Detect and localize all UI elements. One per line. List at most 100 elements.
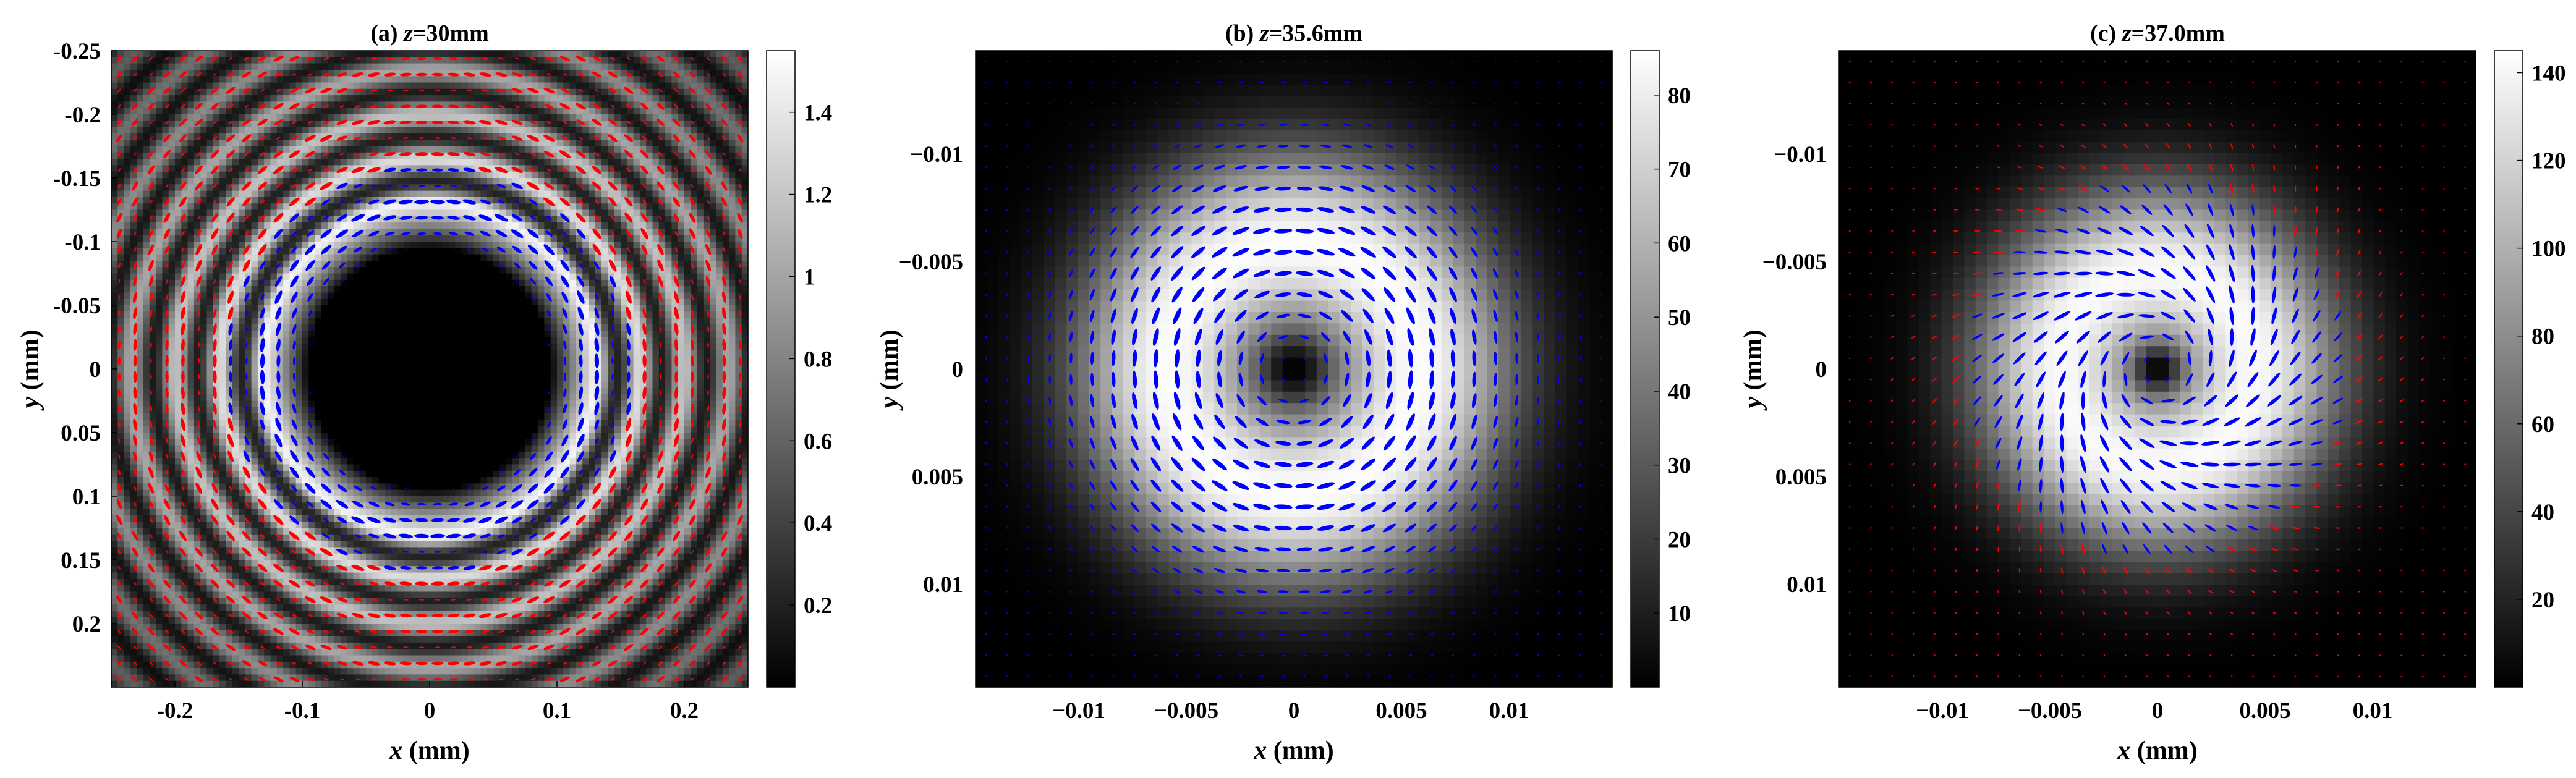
heatmap-cell xyxy=(353,343,360,350)
heatmap-cell xyxy=(162,209,169,217)
heatmap-cell xyxy=(149,235,156,242)
heatmap-cell xyxy=(181,222,189,229)
heatmap-cell xyxy=(378,279,386,287)
heatmap-cell xyxy=(302,649,309,656)
heatmap-cell xyxy=(391,413,399,420)
heatmap-cell xyxy=(175,76,182,83)
heatmap-cell xyxy=(200,426,208,433)
heatmap-cell xyxy=(162,381,169,389)
heatmap-cell xyxy=(175,356,182,363)
heatmap-cell xyxy=(366,209,373,217)
heatmap-cell xyxy=(124,254,131,261)
heatmap-cell xyxy=(289,661,297,669)
heatmap-cell xyxy=(340,254,347,261)
heatmap-cell xyxy=(137,95,144,102)
heatmap-cell xyxy=(397,464,405,471)
heatmap-cell xyxy=(137,451,144,459)
heatmap-cell xyxy=(391,235,399,242)
heatmap-cell xyxy=(187,273,195,281)
heatmap-cell xyxy=(321,63,328,70)
heatmap-cell xyxy=(206,674,214,682)
heatmap-cell xyxy=(193,591,201,599)
heatmap-cell xyxy=(206,566,214,573)
heatmap-cell xyxy=(137,528,144,535)
heatmap-cell xyxy=(264,318,271,325)
heatmap-cell xyxy=(397,553,405,560)
heatmap-cell xyxy=(168,604,176,611)
heatmap-cell xyxy=(347,108,354,115)
heatmap-cell xyxy=(175,305,182,312)
heatmap-cell xyxy=(219,560,226,567)
heatmap-cell xyxy=(156,69,163,77)
heatmap-cell xyxy=(232,324,239,331)
heatmap-cell xyxy=(206,553,214,560)
heatmap-cell xyxy=(353,413,360,420)
heatmap-cell xyxy=(187,433,195,439)
heatmap-cell xyxy=(124,649,131,656)
heatmap-cell xyxy=(162,680,169,688)
heatmap-cell xyxy=(366,477,373,484)
heatmap-cell xyxy=(270,286,278,293)
heatmap-cell xyxy=(359,394,367,402)
heatmap-cell xyxy=(353,260,360,268)
heatmap-cell xyxy=(130,560,137,567)
heatmap-cell xyxy=(410,229,417,236)
heatmap-cell xyxy=(289,496,297,503)
heatmap-cell xyxy=(340,674,347,682)
heatmap-cell xyxy=(257,433,265,439)
heatmap-cell xyxy=(257,509,265,516)
heatmap-cell xyxy=(391,337,399,344)
heatmap-cell xyxy=(245,51,252,57)
heatmap-cell xyxy=(175,286,182,293)
heatmap-cell xyxy=(308,451,316,459)
heatmap-cell xyxy=(397,445,405,452)
heatmap-cell xyxy=(308,114,316,121)
heatmap-cell xyxy=(162,522,169,529)
heatmap-cell xyxy=(366,661,373,669)
heatmap-cell xyxy=(264,642,271,649)
heatmap-cell xyxy=(347,636,354,643)
heatmap-cell xyxy=(302,426,309,433)
heatmap-cell xyxy=(149,63,156,70)
heatmap-cell xyxy=(213,636,220,643)
heatmap-cell xyxy=(239,267,245,274)
heatmap-cell xyxy=(239,642,245,649)
heatmap-cell xyxy=(245,636,252,643)
heatmap-cell xyxy=(289,502,297,510)
heatmap-cell xyxy=(270,369,278,376)
heatmap-cell xyxy=(359,337,367,344)
heatmap-cell xyxy=(213,464,220,471)
heatmap-cell xyxy=(359,680,367,688)
heatmap-cell xyxy=(366,541,373,548)
heatmap-cell xyxy=(283,95,290,102)
heatmap-cell xyxy=(283,496,290,503)
heatmap-cell xyxy=(321,190,328,198)
heatmap-cell xyxy=(283,235,290,242)
heatmap-cell xyxy=(239,585,245,593)
heatmap-cell xyxy=(219,178,226,185)
heatmap-cell xyxy=(187,88,195,96)
heatmap-cell xyxy=(257,222,265,229)
heatmap-cell xyxy=(302,547,309,554)
heatmap-cell xyxy=(175,661,182,669)
heatmap-cell xyxy=(124,375,131,383)
heatmap-cell xyxy=(206,51,214,57)
heatmap-cell xyxy=(302,337,309,344)
heatmap-cell xyxy=(378,611,386,618)
heatmap-cell xyxy=(219,655,226,662)
heatmap-cell xyxy=(124,585,131,593)
heatmap-cell xyxy=(334,541,341,548)
heatmap-cell xyxy=(251,76,258,83)
heatmap-cell xyxy=(276,267,284,274)
heatmap-cell xyxy=(347,464,354,471)
heatmap-cell xyxy=(378,324,386,331)
heatmap-cell xyxy=(111,318,118,325)
heatmap-cell xyxy=(423,121,430,128)
heatmap-cell xyxy=(378,76,386,83)
heatmap-cell xyxy=(359,254,367,261)
heatmap-cell xyxy=(404,305,411,312)
heatmap-cell xyxy=(245,203,252,211)
heatmap-cell xyxy=(149,152,156,159)
heatmap-cell xyxy=(200,458,208,465)
heatmap-cell xyxy=(219,57,226,64)
